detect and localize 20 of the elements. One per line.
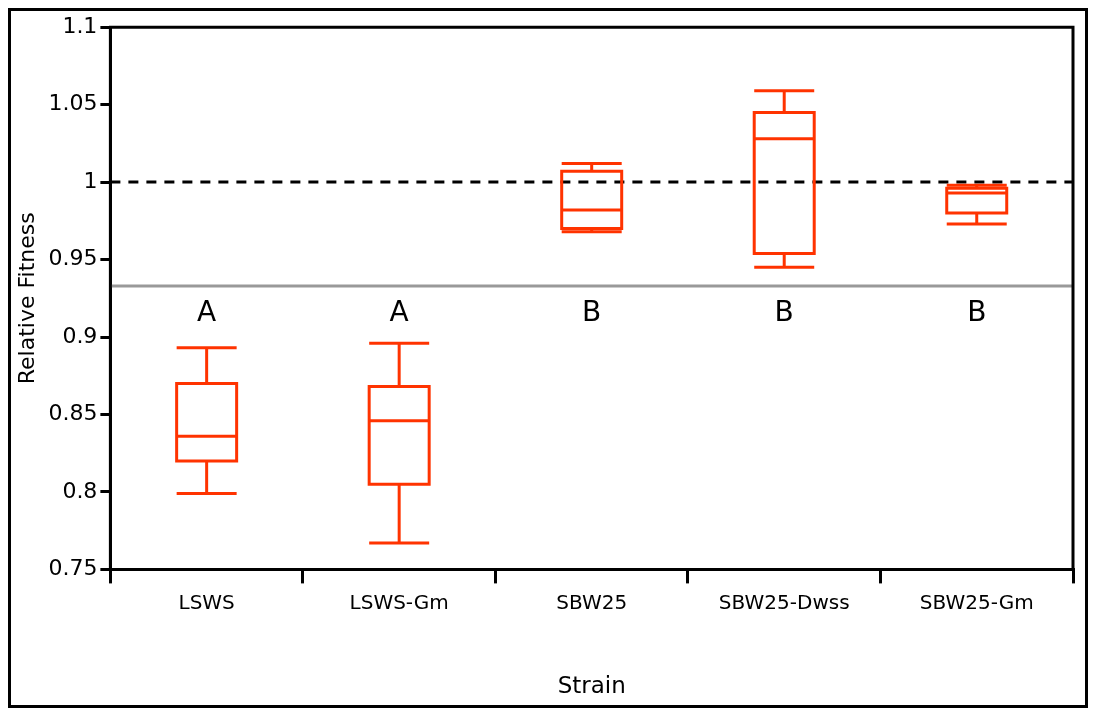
x-tick-label: LSWS	[178, 589, 235, 614]
x-tick-label: SBW25-Gm	[919, 589, 1034, 614]
x-axis-title: Strain	[557, 672, 626, 699]
y-axis-title: Relative Fitness	[13, 212, 39, 385]
y-tick-label: 1.05	[48, 90, 98, 116]
annotation: A	[197, 295, 217, 329]
annotation: B	[774, 295, 794, 329]
y-tick-label: 0.8	[62, 477, 98, 503]
y-tick-label: 0.95	[48, 245, 98, 271]
y-tick-label: 0.75	[48, 555, 98, 581]
annotation: A	[389, 295, 409, 329]
annotation: B	[582, 295, 602, 329]
y-tick-label: 0.9	[62, 322, 98, 348]
x-tick-label: SBW25-Dwss	[718, 589, 850, 614]
y-tick-label: 0.85	[48, 400, 98, 426]
y-tick-label: 1.1	[62, 12, 98, 38]
x-tick-label: SBW25	[556, 589, 628, 614]
annotation: B	[967, 295, 987, 329]
y-tick-label: 1	[83, 167, 98, 193]
x-tick-label: LSWS-Gm	[349, 589, 449, 614]
